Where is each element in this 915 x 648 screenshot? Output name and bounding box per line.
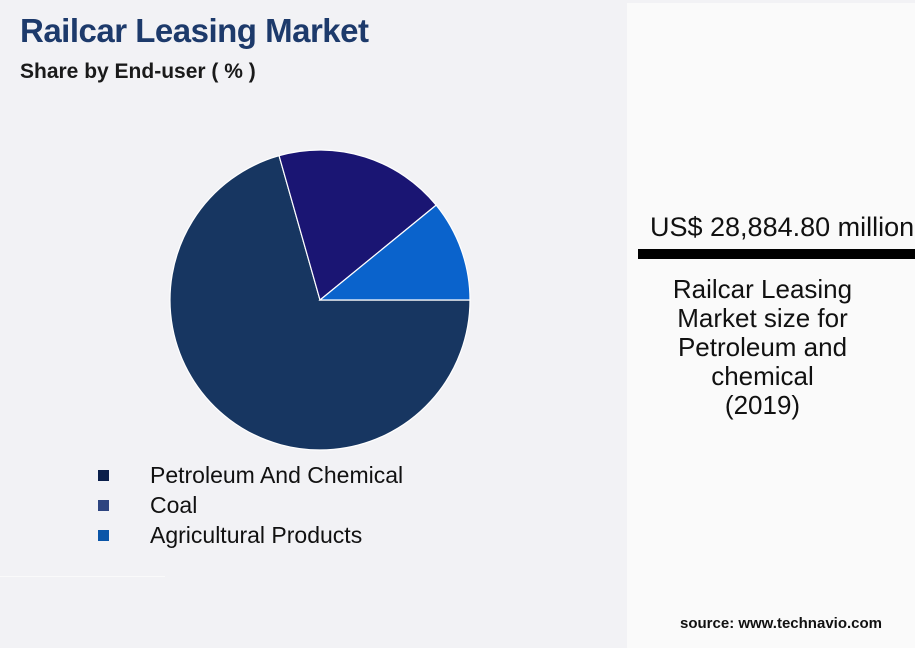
legend-label: Coal [150,491,198,518]
legend-label: Agricultural Products [150,521,363,548]
legend-item-petroleum: Petroleum And Chemical [98,460,403,490]
desc-line: Petroleum and [677,332,848,362]
chart-title: Railcar Leasing Market [20,12,369,49]
info-panel [627,3,915,648]
pie-slice-agricultural-products [318,204,471,301]
legend-item-agricultural: Agricultural Products [98,520,403,550]
pie-slice-coal [278,149,438,302]
market-value: US$ 28,884.80 million [650,212,915,242]
chart-subtitle: Share by End-user ( % ) [20,60,256,83]
legend: Petroleum And Chemical Coal Agricultural… [98,460,403,550]
legend-swatch [98,499,109,511]
value-underline [638,249,915,259]
legend-swatch [98,529,109,541]
divider [0,576,165,577]
source-credit: source: www.technavio.com [680,615,882,632]
legend-item-coal: Coal [98,490,403,520]
market-description: Railcar Leasing Market size for Petroleu… [640,275,885,420]
pie-chart [169,149,471,451]
desc-line: Railcar Leasing [672,274,853,304]
desc-line: chemical [711,361,814,391]
desc-line: Market size for [677,303,848,333]
legend-label: Petroleum And Chemical [150,461,404,488]
pie-slice-petroleum-and-chemical [169,154,471,451]
legend-swatch [98,469,109,481]
desc-line: (2019) [724,390,801,420]
